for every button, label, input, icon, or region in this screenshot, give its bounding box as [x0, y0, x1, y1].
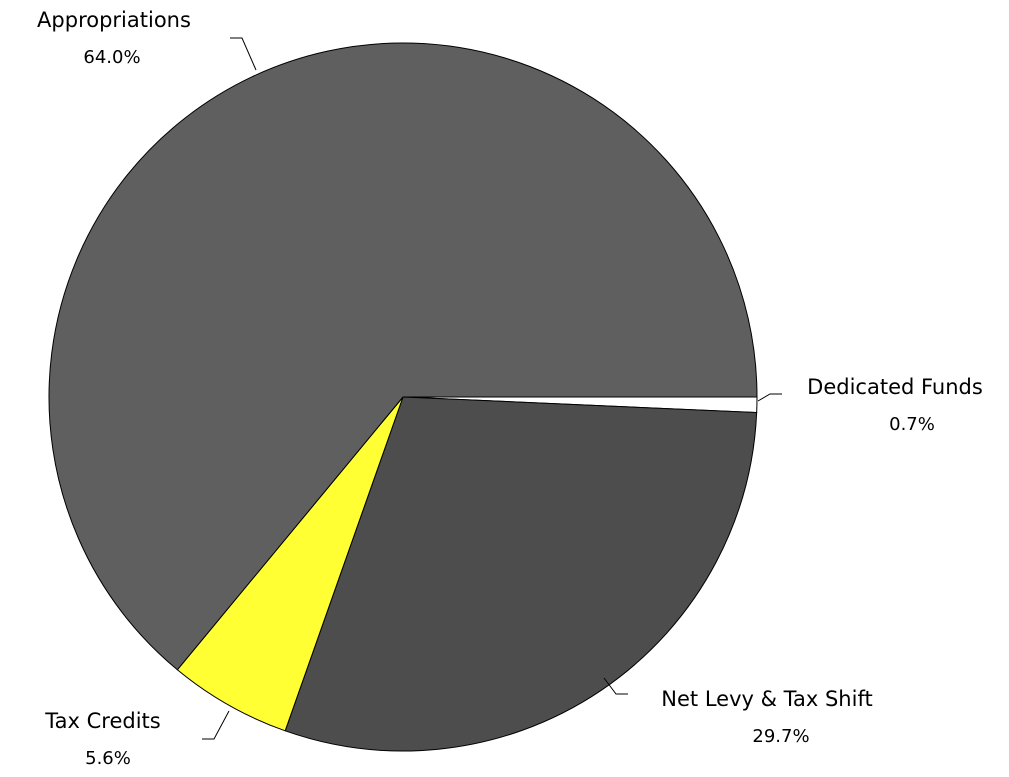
value-appropriations: 64.0%	[83, 47, 140, 68]
leader-lines	[202, 37, 782, 740]
label-dedicated-funds: Dedicated Funds	[807, 375, 983, 399]
leader-appropriations	[230, 37, 257, 71]
slice-appropriations	[48, 42, 758, 671]
label-net-levy-tax-shift: Net Levy & Tax Shift	[661, 687, 872, 711]
leader-net-levy-tax-shift	[603, 677, 628, 695]
value-tax-credits: 5.6%	[85, 748, 131, 769]
slice-net-levy-tax-shift	[284, 396, 758, 752]
label-appropriations: Appropriations	[37, 8, 191, 32]
leader-tax-credits	[202, 710, 230, 740]
leader-dedicated-funds	[757, 393, 782, 402]
pie-slices	[48, 42, 758, 752]
value-dedicated-funds: 0.7%	[889, 414, 935, 435]
label-tax-credits: Tax Credits	[44, 709, 160, 733]
value-net-levy-tax-shift: 29.7%	[752, 726, 809, 747]
